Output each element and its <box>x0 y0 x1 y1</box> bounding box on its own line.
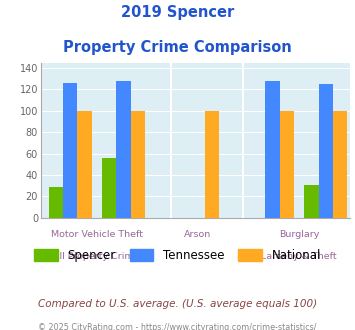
Text: © 2025 CityRating.com - https://www.cityrating.com/crime-statistics/: © 2025 CityRating.com - https://www.city… <box>38 323 317 330</box>
Bar <box>280 111 294 218</box>
Bar <box>304 185 318 218</box>
Text: 2019 Spencer: 2019 Spencer <box>121 5 234 20</box>
Bar <box>205 111 219 218</box>
Bar <box>333 111 347 218</box>
Bar <box>131 111 145 218</box>
Text: Arson: Arson <box>184 230 212 239</box>
Text: Property Crime Comparison: Property Crime Comparison <box>63 40 292 55</box>
Text: All Property Crime: All Property Crime <box>54 252 140 261</box>
Bar <box>318 84 333 218</box>
Bar <box>116 81 131 218</box>
Text: Burglary: Burglary <box>279 230 319 239</box>
Bar <box>63 83 77 218</box>
Text: Compared to U.S. average. (U.S. average equals 100): Compared to U.S. average. (U.S. average … <box>38 299 317 309</box>
Bar <box>265 81 280 218</box>
Bar <box>102 158 116 218</box>
Text: Motor Vehicle Theft: Motor Vehicle Theft <box>51 230 143 239</box>
Bar <box>77 111 92 218</box>
Legend: Spencer, Tennessee, National: Spencer, Tennessee, National <box>29 244 326 266</box>
Text: Larceny & Theft: Larceny & Theft <box>261 252 337 261</box>
Bar <box>49 187 63 218</box>
